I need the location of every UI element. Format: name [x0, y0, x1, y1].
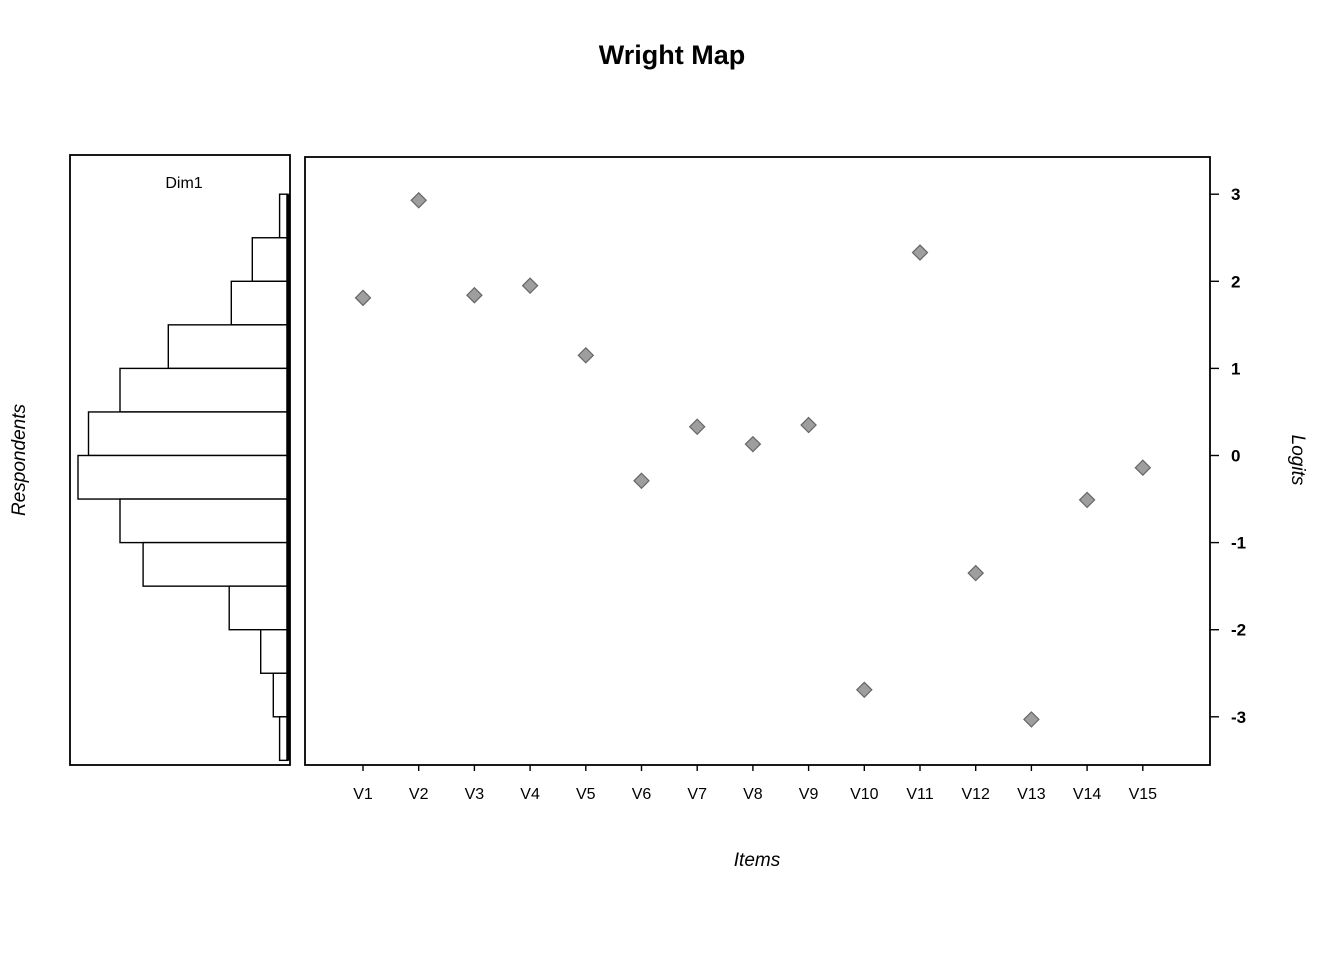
histogram-bars — [77, 193, 290, 762]
x-tick-label-V4: V4 — [520, 786, 540, 803]
x-tick-label-V2: V2 — [409, 786, 429, 803]
logits-axis: 3 2 1 0 -1 -2 -3 — [1210, 185, 1246, 727]
person-panel-header: Dim1 — [165, 175, 202, 192]
histogram-bar — [77, 454, 289, 500]
histogram-bar — [87, 411, 289, 457]
scatter-point-V5 — [577, 346, 595, 364]
x-tick-label-V6: V6 — [632, 786, 652, 803]
histogram-bar — [167, 324, 289, 370]
x-tick-label-V13: V13 — [1017, 786, 1046, 803]
scatter-point-V8 — [744, 435, 762, 453]
histogram-bar — [272, 672, 289, 718]
x-tick-label-V10: V10 — [850, 786, 879, 803]
histogram-bar — [228, 585, 289, 631]
y-tick-label--3: -3 — [1231, 708, 1246, 727]
scatter-point-V3 — [466, 286, 483, 304]
y-tick-label-0: 0 — [1231, 447, 1240, 466]
y-tick-label--2: -2 — [1231, 621, 1246, 640]
y-tick-label-2: 2 — [1231, 272, 1240, 291]
items-axis: V1 V2 V3 V4 V5 V6 V7 V8 V9 V10 V11 V12 V13 V14 V15 — [353, 765, 1157, 803]
x-tick-label-V11: V11 — [906, 786, 933, 803]
x-tick-label-V7: V7 — [687, 786, 707, 803]
respondents-axis-label: Respondents — [9, 404, 30, 516]
scatter-point-V7 — [688, 418, 706, 436]
scatter-point-V14 — [1078, 491, 1096, 509]
x-tick-label-V3: V3 — [465, 786, 485, 803]
y-tick-label-3: 3 — [1231, 185, 1240, 204]
histogram-bar — [119, 498, 289, 544]
scatter-point-V9 — [800, 416, 817, 434]
scatter-point-V11 — [911, 244, 929, 261]
item-panel — [304, 156, 1211, 766]
person-panel: Dim1 — [69, 154, 291, 766]
histogram-bar — [251, 237, 289, 282]
scatter-points — [354, 191, 1152, 728]
scatter-point-V15 — [1134, 459, 1152, 477]
scatter-point-V4 — [521, 277, 539, 295]
y-tick-label-1: 1 — [1231, 359, 1240, 378]
histogram-bar — [119, 367, 289, 413]
scatter-point-V2 — [410, 191, 428, 209]
histogram-bar — [260, 629, 289, 674]
scatter-point-V1 — [354, 289, 372, 307]
x-tick-label-V14: V14 — [1073, 786, 1102, 803]
scatter-point-V6 — [633, 472, 650, 490]
scatter-point-V13 — [1023, 711, 1040, 728]
x-tick-label-V12: V12 — [961, 786, 990, 803]
item-panel-border — [304, 156, 1211, 766]
x-tick-label-V1: V1 — [353, 786, 373, 803]
histogram-bar — [142, 541, 289, 587]
histogram-bar — [230, 280, 289, 326]
scatter-point-V12 — [967, 564, 985, 582]
person-panel-border — [69, 154, 291, 766]
x-tick-label-V9: V9 — [799, 786, 819, 803]
chart-title: Wright Map — [599, 40, 745, 70]
x-tick-label-V15: V15 — [1129, 786, 1158, 803]
items-axis-label: Items — [734, 850, 781, 871]
x-tick-label-V5: V5 — [576, 786, 596, 803]
logits-axis-label: Logits — [1287, 435, 1308, 486]
scatter-point-V10 — [855, 681, 873, 699]
y-tick-label--1: -1 — [1231, 534, 1246, 553]
x-tick-label-V8: V8 — [743, 786, 763, 803]
